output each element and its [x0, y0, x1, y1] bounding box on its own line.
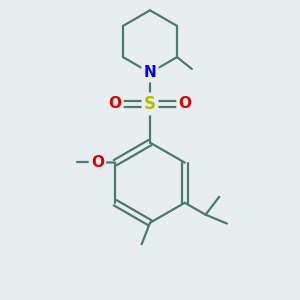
Text: S: S: [144, 95, 156, 113]
Text: O: O: [108, 96, 122, 111]
Text: O: O: [178, 96, 192, 111]
Text: O: O: [91, 154, 104, 169]
Text: N: N: [144, 65, 156, 80]
